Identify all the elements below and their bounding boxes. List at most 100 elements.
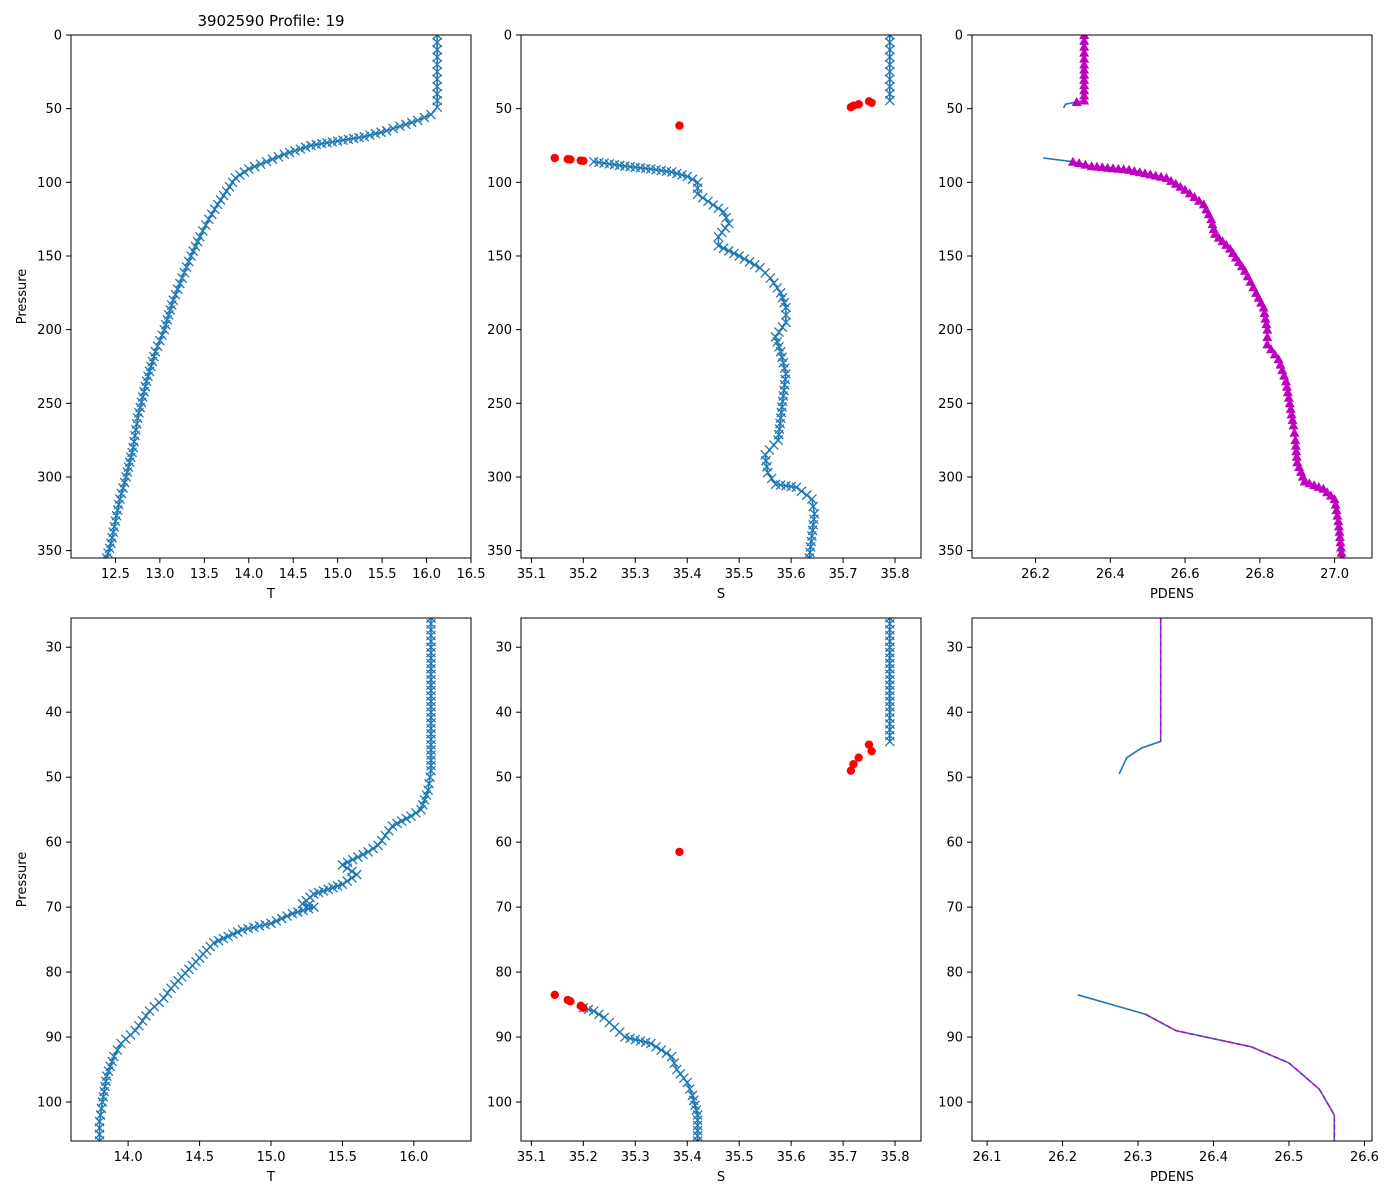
x-tick-label: 35.6 bbox=[777, 567, 806, 582]
data-point bbox=[183, 256, 194, 267]
flagged-point bbox=[846, 102, 856, 112]
data-point bbox=[713, 203, 724, 214]
y-tick-label: 40 bbox=[946, 706, 963, 721]
flagged-point bbox=[550, 153, 559, 163]
data-point bbox=[388, 123, 399, 134]
x-tick-label: 26.2 bbox=[1048, 1150, 1077, 1165]
data-point bbox=[884, 37, 895, 48]
data-point bbox=[190, 241, 201, 252]
y-tick-label: 60 bbox=[45, 836, 62, 851]
y-axis-label: Pressure bbox=[15, 269, 30, 325]
triangle-point bbox=[1221, 239, 1232, 249]
triangle-point bbox=[1282, 387, 1293, 397]
y-tick-label: 90 bbox=[495, 1031, 512, 1046]
triangle-point bbox=[1291, 446, 1302, 456]
triangle-point bbox=[1287, 414, 1298, 424]
data-point bbox=[387, 820, 398, 831]
flagged-point bbox=[846, 766, 856, 775]
data-point bbox=[779, 363, 790, 374]
triangle-point bbox=[1290, 440, 1301, 450]
data-point bbox=[394, 121, 405, 132]
data-point bbox=[243, 164, 254, 175]
data-point bbox=[656, 1045, 667, 1055]
data-point bbox=[237, 924, 248, 935]
triangle-point bbox=[1080, 159, 1091, 169]
data-point bbox=[95, 1110, 106, 1120]
data-point bbox=[143, 371, 153, 382]
data-point bbox=[122, 467, 133, 478]
y-tick-label: 40 bbox=[45, 706, 62, 721]
triangle-point bbox=[1336, 547, 1347, 557]
data-point bbox=[713, 231, 724, 242]
data-point bbox=[221, 186, 232, 197]
chart-title: 3902590 Profile: 19 bbox=[197, 12, 344, 30]
flagged-point bbox=[550, 990, 559, 1000]
data-point bbox=[677, 169, 687, 180]
y-tick-label: 200 bbox=[487, 323, 512, 338]
x-tick-label: 35.8 bbox=[881, 1150, 910, 1165]
triangle-point bbox=[1336, 542, 1347, 552]
y-tick-label: 50 bbox=[495, 102, 512, 117]
triangle-point bbox=[1262, 324, 1273, 334]
y-tick-label: 0 bbox=[504, 29, 512, 44]
y-tick-label: 100 bbox=[487, 176, 512, 191]
data-point bbox=[777, 322, 788, 333]
data-point bbox=[383, 825, 394, 836]
data-point bbox=[232, 927, 243, 937]
data-point bbox=[661, 166, 672, 177]
data-point bbox=[149, 1001, 160, 1012]
y-tick-label: 0 bbox=[955, 29, 963, 44]
y-tick-label: 100 bbox=[487, 1096, 512, 1111]
x-axis-label: T bbox=[266, 587, 275, 602]
triangle-point bbox=[1079, 95, 1090, 105]
data-point bbox=[723, 245, 734, 256]
data-point bbox=[273, 151, 284, 162]
data-point bbox=[426, 760, 436, 771]
data-point bbox=[261, 156, 272, 167]
data-point bbox=[764, 445, 775, 455]
data-point bbox=[768, 278, 779, 288]
x-tick-label: 35.2 bbox=[569, 567, 598, 582]
triangle-point bbox=[1184, 188, 1195, 198]
triangle-point bbox=[1332, 510, 1343, 520]
data-point bbox=[254, 920, 265, 931]
chart-data-0 bbox=[101, 35, 443, 558]
y-tick-label: 50 bbox=[495, 771, 512, 786]
flagged-point bbox=[566, 155, 575, 164]
data-point bbox=[406, 811, 416, 822]
triangle-point bbox=[1334, 531, 1345, 541]
triangle-point bbox=[1269, 349, 1280, 359]
triangle-point bbox=[1286, 409, 1297, 419]
data-point bbox=[692, 1130, 703, 1141]
data-point bbox=[432, 81, 443, 92]
triangle-point bbox=[1288, 420, 1299, 430]
triangle-point bbox=[1071, 97, 1082, 107]
data-point bbox=[411, 807, 421, 818]
data-point bbox=[249, 161, 260, 172]
y-tick-label: 200 bbox=[938, 323, 963, 338]
triangle-point bbox=[1079, 35, 1090, 45]
data-point bbox=[120, 1034, 131, 1045]
data-point bbox=[779, 297, 790, 308]
chart-panel-3: 14.0 14.5 15.0 15.5 16.0 30 40 50 60 70 80 90 100 T Pr… bbox=[15, 617, 472, 1185]
data-point bbox=[426, 636, 436, 647]
triangle-point bbox=[1170, 178, 1181, 188]
x-tick-label: 35.6 bbox=[777, 1150, 806, 1165]
data-point bbox=[152, 341, 163, 352]
x-tick-label: 35.5 bbox=[725, 1150, 754, 1165]
data-point bbox=[239, 167, 250, 177]
data-point bbox=[154, 335, 165, 346]
data-point bbox=[884, 74, 895, 85]
data-point bbox=[347, 854, 358, 865]
x-tick-label: 35.4 bbox=[673, 567, 702, 582]
triangle-point bbox=[1284, 398, 1295, 408]
chart-data-3 bbox=[94, 618, 436, 1141]
data-point bbox=[308, 902, 319, 913]
triangle-point bbox=[1079, 69, 1090, 79]
y-tick-label: 250 bbox=[37, 397, 62, 412]
series-line-0 bbox=[1118, 618, 1162, 775]
flagged-point bbox=[854, 753, 863, 762]
data-point bbox=[761, 461, 772, 472]
data-point bbox=[170, 289, 181, 300]
data-point bbox=[401, 813, 412, 824]
